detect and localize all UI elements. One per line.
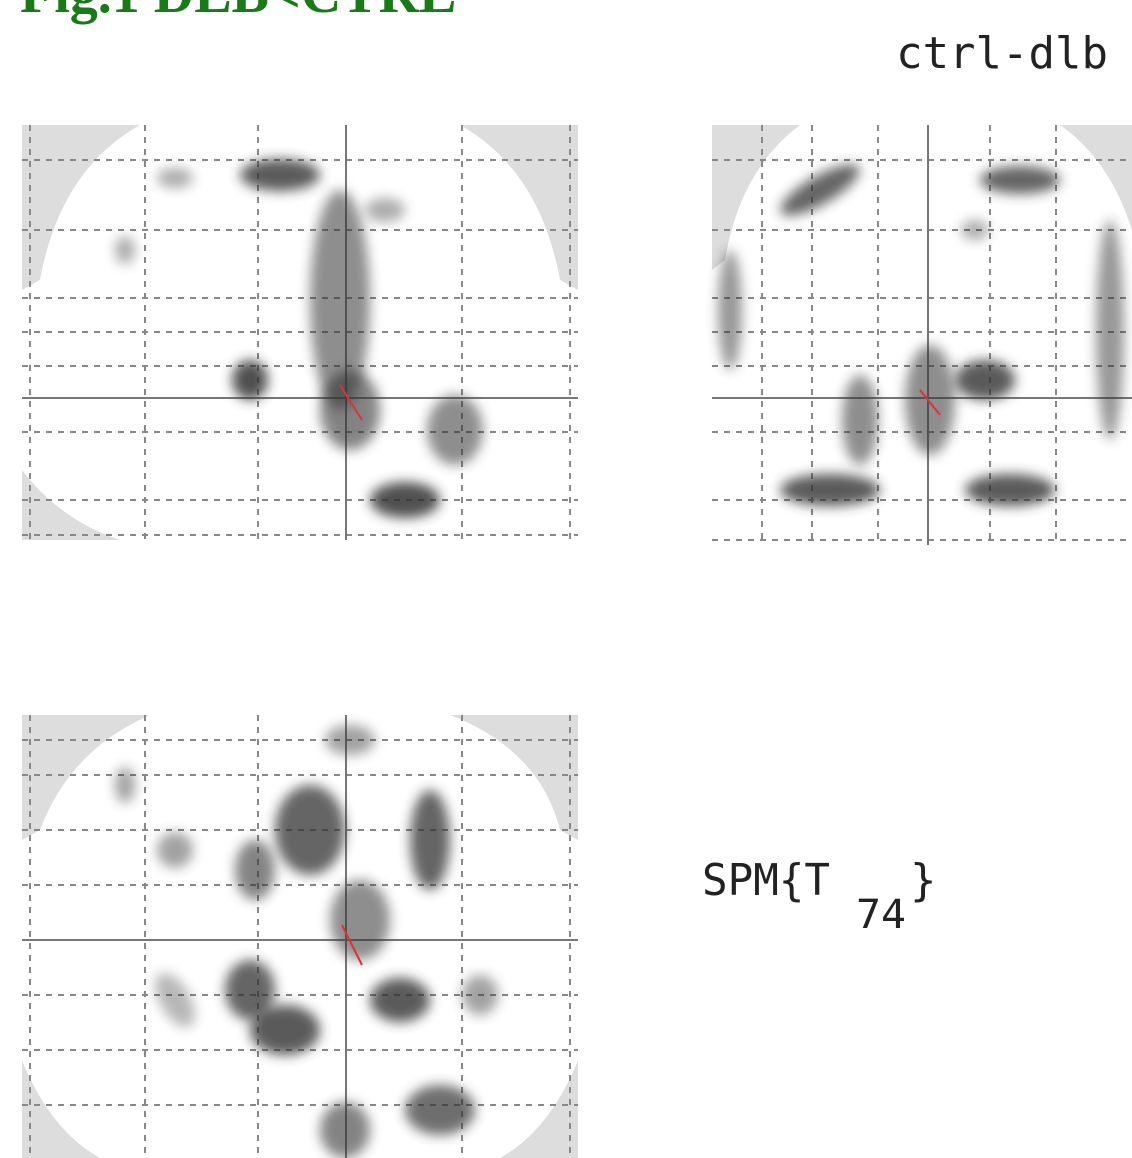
contrast-label: ctrl-dlb bbox=[896, 28, 1108, 79]
glass-brain-sagittal bbox=[22, 125, 578, 540]
figure-title: Fig.1 DLB<CTRL bbox=[20, 0, 456, 25]
statistic-subscript: 74 bbox=[856, 892, 906, 938]
statistic-label: SPM{T 74 } bbox=[702, 855, 937, 938]
glass-brain-coronal bbox=[712, 125, 1132, 545]
statistic-base: SPM{T bbox=[702, 855, 830, 906]
statistic-close: } bbox=[910, 855, 937, 906]
glass-brain-axial bbox=[22, 715, 578, 1158]
